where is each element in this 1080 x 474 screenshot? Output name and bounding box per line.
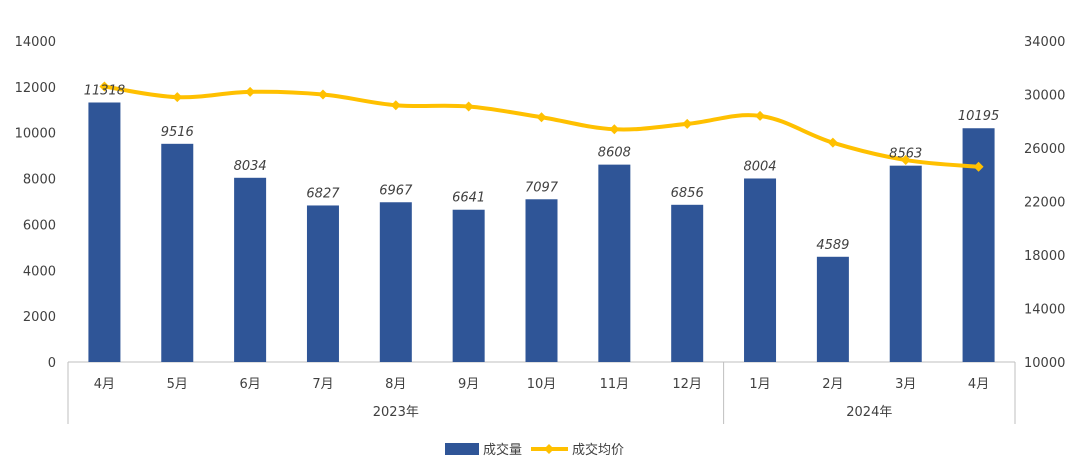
- y-left-tick-label: 6000: [23, 218, 56, 233]
- axes: 0 2000 4000 6000 8000 10000 12000 14000 10000 140…: [15, 35, 1065, 424]
- price-point-marker: [827, 137, 838, 148]
- x-category-label: 8月: [385, 377, 406, 392]
- price-point-marker: [463, 101, 474, 112]
- price-point-marker: [900, 155, 911, 166]
- x-category-label: 9月: [458, 377, 479, 392]
- bar-data-label: 4589: [816, 238, 849, 253]
- bar-data-label: 8563: [889, 147, 922, 162]
- bar-volume: [525, 199, 558, 362]
- bar-volume: [379, 202, 412, 362]
- price-line: [99, 81, 984, 172]
- bar-data-label: 8004: [743, 159, 776, 174]
- price-point-marker: [682, 118, 693, 129]
- y-right-tick-label: 26000: [1024, 142, 1065, 157]
- bar-data-label: 6967: [379, 183, 413, 198]
- x-category-label: 4月: [94, 377, 115, 392]
- bar-volume: [234, 177, 267, 362]
- price-point-marker: [609, 124, 620, 135]
- bar-volume: [889, 165, 922, 362]
- x-category-label: 3月: [895, 377, 916, 392]
- y-right-tick-label: 10000: [1024, 356, 1065, 371]
- price-point-marker: [172, 92, 183, 103]
- y-left-tick-label: 2000: [23, 310, 56, 325]
- y-left-tick-label: 10000: [15, 127, 56, 142]
- y-left-tick-label: 0: [48, 356, 56, 371]
- price-point-marker: [755, 110, 766, 121]
- x-category-label: 11月: [600, 377, 630, 392]
- bar-data-label: 6827: [306, 186, 340, 201]
- legend-marker-price: [544, 444, 554, 454]
- y-left-tick-label: 14000: [15, 35, 56, 50]
- bar-data-label: 8608: [598, 146, 631, 161]
- x-category-label: 5月: [167, 377, 188, 392]
- price-point-marker: [245, 86, 256, 97]
- legend: 成交量 成交均价: [445, 442, 624, 458]
- price-point-marker: [973, 161, 984, 172]
- y-left-tick-label: 12000: [15, 81, 56, 96]
- bar-volume: [306, 205, 339, 362]
- bars: [88, 102, 995, 362]
- bar-data-label: 10195: [958, 109, 999, 124]
- bar-volume: [452, 209, 485, 362]
- x-category-label: 7月: [312, 377, 333, 392]
- y-left-tick-label: 8000: [23, 173, 56, 188]
- y-right-tick-label: 30000: [1024, 89, 1065, 104]
- data-labels: 11318 9516 8034 6827 6967 6641 7097 8608 6856 800…: [84, 83, 1000, 252]
- bar-volume: [88, 102, 121, 362]
- x-category-label: 6月: [239, 377, 260, 392]
- price-point-marker: [99, 81, 110, 92]
- bar-data-label: 8034: [234, 159, 267, 174]
- bar-volume: [598, 164, 631, 362]
- bar-volume: [671, 204, 704, 362]
- legend-swatch-volume: [445, 443, 479, 455]
- legend-label-volume: 成交量: [483, 442, 522, 458]
- bar-data-label: 7097: [525, 180, 559, 195]
- price-point-marker: [536, 112, 547, 123]
- x-category-label: 4月: [968, 377, 989, 392]
- x-category-label: 2月: [822, 377, 843, 392]
- y-right-tick-label: 22000: [1024, 196, 1065, 211]
- y-right-tick-label: 14000: [1024, 303, 1065, 318]
- bar-volume: [744, 178, 777, 362]
- y-left-tick-label: 4000: [23, 264, 56, 279]
- price-point-marker: [390, 100, 401, 111]
- y-right-tick-label: 34000: [1024, 35, 1065, 50]
- bar-data-label: 6856: [671, 186, 704, 201]
- price-line-path: [102, 84, 981, 169]
- bar-data-label: 6641: [452, 191, 485, 206]
- bar-data-label: 11318: [84, 83, 125, 98]
- legend-label-price: 成交均价: [572, 442, 624, 458]
- bar-data-label: 9516: [161, 125, 194, 140]
- x-group-label: 2024年: [846, 405, 892, 420]
- bar-volume: [816, 256, 849, 362]
- bar-volume: [161, 143, 194, 362]
- x-category-label: 10月: [527, 377, 557, 392]
- x-group-label: 2023年: [373, 405, 419, 420]
- price-point-marker: [317, 89, 328, 100]
- y-right-tick-label: 18000: [1024, 249, 1065, 264]
- x-category-label: 1月: [749, 377, 770, 392]
- x-category-label: 12月: [672, 377, 702, 392]
